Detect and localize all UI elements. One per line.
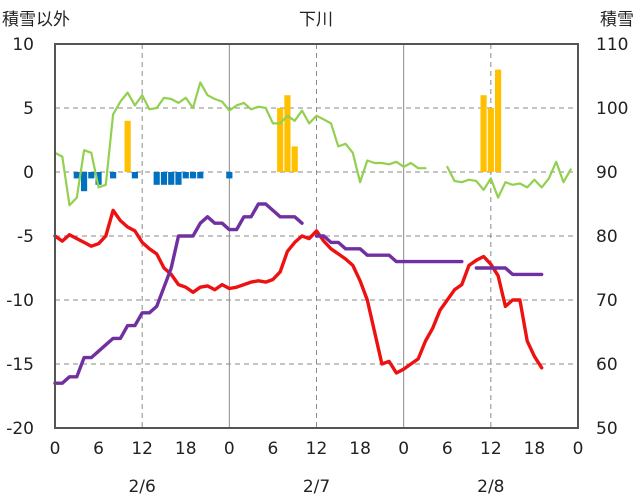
right-axis-ticks: 110 100 90 80 70 60 50 [596, 35, 628, 439]
x-tick-label: 18 [175, 439, 197, 459]
blue-bars [160, 172, 168, 185]
left-tick-label: 5 [23, 99, 34, 119]
x-tick-label: 12 [480, 439, 502, 459]
blue-bars [131, 172, 138, 179]
left-tick-label: -5 [17, 227, 34, 247]
x-tick-label: 0 [224, 439, 235, 459]
blue-bars [73, 172, 80, 179]
blue-bars [95, 172, 102, 185]
blue-bars [197, 172, 204, 179]
right-tick-label: 90 [596, 163, 618, 183]
day-label: 2/6 [128, 477, 155, 497]
left-tick-label: -20 [6, 419, 34, 439]
blue-bars [153, 172, 160, 185]
x-tick-label: 12 [306, 439, 328, 459]
yellow-bars [124, 120, 131, 172]
left-axis-title: 積雪以外 [2, 10, 70, 30]
green-line [446, 160, 572, 199]
x-axis-ticks: 0 6 12 18 0 6 12 18 0 6 12 18 0 [50, 439, 584, 459]
left-tick-label: -10 [6, 291, 34, 311]
x-tick-label: 0 [50, 439, 61, 459]
right-tick-label: 80 [596, 227, 618, 247]
left-tick-label: -15 [6, 355, 34, 375]
line-series [53, 81, 572, 385]
plot-frame [54, 43, 579, 429]
yellow-bars [291, 146, 298, 172]
day-labels: 2/6 2/7 2/8 [128, 477, 504, 497]
right-tick-label: 50 [596, 419, 618, 439]
right-tick-label: 60 [596, 355, 618, 375]
x-tick-label: 12 [131, 439, 153, 459]
bar-series [73, 69, 502, 192]
blue-bars [168, 172, 175, 185]
chart-title: 下川 [299, 10, 333, 30]
left-axis-ticks: 10 5 0 -5 -10 -15 -20 [6, 35, 34, 439]
x-tick-label: 6 [268, 439, 279, 459]
blue-bars [88, 172, 95, 179]
yellow-bars [284, 95, 291, 172]
green-line [53, 81, 427, 207]
x-tick-label: 18 [524, 439, 546, 459]
day-label: 2/8 [477, 477, 504, 497]
blue-bars [110, 172, 117, 179]
yellow-bars [487, 108, 494, 172]
right-tick-label: 110 [596, 35, 628, 55]
blue-bars [182, 172, 189, 179]
purple-line [474, 266, 544, 277]
right-tick-label: 100 [596, 99, 628, 119]
purple-line [53, 202, 304, 385]
purple-line [314, 234, 464, 264]
left-tick-label: 0 [23, 163, 34, 183]
blue-bars [226, 172, 233, 179]
red-line [53, 208, 544, 375]
blue-bars [189, 172, 197, 179]
day-label: 2/7 [303, 477, 330, 497]
blue-bars [175, 172, 182, 185]
x-tick-label: 6 [93, 439, 104, 459]
x-tick-label: 6 [442, 439, 453, 459]
left-tick-label: 10 [12, 35, 34, 55]
yellow-bars [495, 69, 502, 172]
x-tick-label: 18 [349, 439, 371, 459]
x-tick-label: 0 [398, 439, 409, 459]
right-tick-label: 70 [596, 291, 618, 311]
right-axis-title: 積雪 [600, 10, 634, 30]
yellow-bars [277, 108, 284, 172]
x-tick-label: 0 [573, 439, 584, 459]
blue-bars [80, 172, 88, 192]
yellow-bars [480, 95, 487, 172]
